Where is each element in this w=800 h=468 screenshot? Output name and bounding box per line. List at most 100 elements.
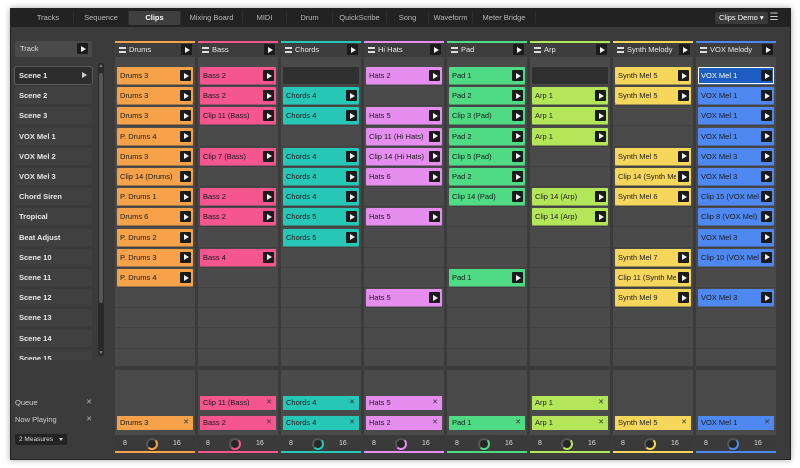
clip-play-button[interactable] <box>512 171 523 182</box>
clip-play-button[interactable] <box>263 90 274 102</box>
clip-slot[interactable]: Pad 2 <box>449 168 525 185</box>
scene-1[interactable]: Scene 1 <box>14 66 93 85</box>
stop-clip-icon[interactable]: ✕ <box>681 419 687 426</box>
stop-all-icon[interactable]: ✕ <box>86 416 92 423</box>
queued-clip[interactable]: Chords 4 ✕ <box>283 396 359 410</box>
clip-play-button[interactable] <box>678 191 689 203</box>
clip-slot[interactable]: Clip 14 (Arp) <box>532 188 608 206</box>
clip-play-button[interactable] <box>761 150 772 162</box>
clip-play-button[interactable] <box>512 130 523 142</box>
clip-play-button[interactable] <box>263 251 274 263</box>
track-play-button[interactable] <box>347 44 358 55</box>
clip-play-button[interactable] <box>180 130 191 142</box>
clip-slot[interactable]: Chords 4 <box>283 87 359 105</box>
clip-play-button[interactable] <box>761 251 772 263</box>
clip-slot[interactable]: Synth Mel 7 <box>615 248 691 266</box>
scene-7[interactable]: Chord Siren <box>15 188 92 206</box>
scene-9[interactable]: Beat Adjust <box>15 228 92 246</box>
now-playing-clip[interactable]: Pad 1 ✕ <box>449 416 525 430</box>
clip-play-button[interactable] <box>761 292 772 304</box>
loop-knob[interactable] <box>146 438 158 450</box>
clip-slot[interactable]: Hats 5 <box>366 208 442 226</box>
clip-slot[interactable]: P. Drums 3 <box>117 248 193 266</box>
clip-slot[interactable]: Chords 4 <box>283 107 359 125</box>
clip-slot[interactable]: Clip 15 (VOX Mel) <box>698 188 774 206</box>
clip-play-button[interactable] <box>761 70 772 81</box>
clip-slot[interactable]: Hats 2 <box>366 67 442 84</box>
clip-play-button[interactable] <box>761 191 772 203</box>
clip-slot[interactable]: P. Drums 4 <box>117 127 193 145</box>
scene-6[interactable]: VOX Mel 3 <box>15 168 92 185</box>
track-play-button[interactable] <box>513 44 524 55</box>
clip-play-button[interactable] <box>678 150 689 162</box>
clip-play-button[interactable] <box>263 191 274 203</box>
track-header[interactable]: Hi Hats <box>364 43 444 57</box>
loop-knob[interactable] <box>727 438 739 450</box>
tab-tracks[interactable]: Tracks <box>23 11 74 25</box>
track-play-button[interactable] <box>181 44 192 55</box>
clip-play-button[interactable] <box>180 191 191 203</box>
clip-play-button[interactable] <box>761 130 772 142</box>
measures-dropdown[interactable]: 2 Measures <box>15 434 67 445</box>
clip-play-button[interactable] <box>429 171 440 182</box>
clip-slot[interactable]: VOX Mel 1 <box>698 67 774 84</box>
clip-slot[interactable]: Chords 5 <box>283 228 359 246</box>
stop-clip-icon[interactable]: ✕ <box>266 419 272 426</box>
clip-slot[interactable]: P. Drums 1 <box>117 188 193 206</box>
clip-slot[interactable]: P. Drums 2 <box>117 228 193 246</box>
track-play-button[interactable] <box>679 44 690 55</box>
clip-play-button[interactable] <box>512 90 523 102</box>
stop-clip-icon[interactable]: ✕ <box>515 419 521 426</box>
now-playing-clip[interactable]: Bass 2 ✕ <box>200 416 276 430</box>
scene-play-icon[interactable] <box>82 72 87 78</box>
loop-knob[interactable] <box>395 438 407 450</box>
clip-play-button[interactable] <box>678 292 689 304</box>
scene-13[interactable]: Scene 13 <box>15 309 92 327</box>
clip-slot[interactable]: Clip 11 (Synth Mel) <box>615 269 691 286</box>
clip-play-button[interactable] <box>429 292 440 304</box>
clip-slot[interactable]: Drums 3 <box>117 147 193 165</box>
tab-sequence[interactable]: Sequence <box>74 11 129 25</box>
clip-play-button[interactable] <box>761 211 772 223</box>
clip-play-button[interactable] <box>512 110 523 122</box>
clip-slot[interactable]: Hats 5 <box>366 107 442 125</box>
clip-slot[interactable]: Chords 4 <box>283 168 359 185</box>
clip-slot[interactable]: Hats 6 <box>366 168 442 185</box>
now-playing-clip[interactable]: Chords 4 ✕ <box>283 416 359 430</box>
clip-slot[interactable]: Clip 11 (Hi Hats) <box>366 127 442 145</box>
track-header[interactable]: Bass <box>198 43 278 57</box>
stop-clip-icon[interactable]: ✕ <box>764 419 770 426</box>
scene-10[interactable]: Scene 10 <box>15 248 92 266</box>
scene-14[interactable]: Scene 14 <box>15 329 92 347</box>
clip-slot[interactable]: VOX Mel 1 <box>698 107 774 125</box>
stop-clip-icon[interactable]: ✕ <box>432 419 438 426</box>
track-play-button[interactable] <box>762 44 773 55</box>
clip-slot[interactable]: Drums 6 <box>117 208 193 226</box>
clip-slot[interactable]: Chords 4 <box>283 188 359 206</box>
loop-knob[interactable] <box>478 438 490 450</box>
scene-8[interactable]: Tropical <box>15 208 92 226</box>
queued-clip[interactable]: Hats 5 ✕ <box>366 396 442 410</box>
scene-2[interactable]: Scene 2 <box>15 87 92 105</box>
now-playing-clip[interactable]: Drums 3 ✕ <box>117 416 193 430</box>
clip-slot[interactable]: Clip 14 (Drums) <box>117 168 193 185</box>
track-play-button[interactable] <box>596 44 607 55</box>
clip-slot[interactable]: Drums 3 <box>117 87 193 105</box>
clip-slot[interactable]: Chords 4 <box>283 147 359 165</box>
clip-slot[interactable]: VOX Mel 1 <box>698 87 774 105</box>
loop-knob[interactable] <box>312 438 324 450</box>
clip-slot[interactable]: Hats 5 <box>366 289 442 307</box>
loop-knob[interactable] <box>561 438 573 450</box>
clip-slot[interactable]: Drums 3 <box>117 107 193 125</box>
tab-quickscribe[interactable]: QuickScribe <box>333 11 387 25</box>
clip-slot[interactable]: Synth Mel 5 <box>615 87 691 105</box>
tab-midi[interactable]: MIDI <box>243 11 287 25</box>
clip-play-button[interactable] <box>678 90 689 102</box>
clip-play-button[interactable] <box>512 150 523 162</box>
clip-play-button[interactable] <box>346 150 357 162</box>
scene-scrollbar[interactable]: ▲ ▼ <box>98 63 104 356</box>
scroll-thumb[interactable] <box>99 73 103 303</box>
clip-slot[interactable]: Synth Mel 5 <box>615 67 691 84</box>
clip-slot[interactable]: Bass 2 <box>200 188 276 206</box>
track-header[interactable]: Chords <box>281 43 361 57</box>
